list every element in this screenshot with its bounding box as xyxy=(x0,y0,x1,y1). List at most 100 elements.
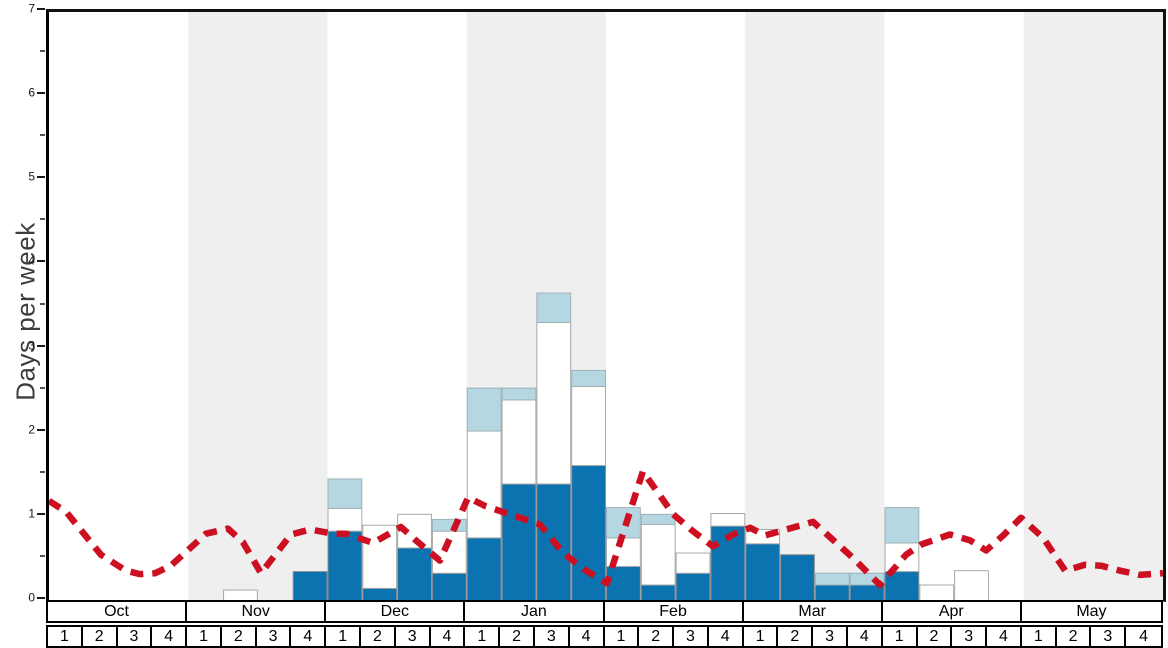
y-major-tick xyxy=(37,92,45,95)
bar-segment xyxy=(814,572,850,586)
bar-segment xyxy=(362,524,398,589)
y-minor-tick xyxy=(40,554,45,557)
month-band xyxy=(1023,12,1163,601)
month-cell-nov: Nov xyxy=(187,602,327,621)
bar-segment xyxy=(292,571,328,601)
bar-segment xyxy=(814,584,850,601)
month-band xyxy=(745,12,885,601)
bar-segment xyxy=(327,478,363,509)
y-tick-label: 6 xyxy=(28,85,35,100)
week-cell-may-2: 2 xyxy=(1057,627,1092,646)
bar-segment xyxy=(745,543,781,601)
plot-area xyxy=(46,9,1166,602)
week-cell-apr-1: 1 xyxy=(883,627,918,646)
bar-segment xyxy=(675,552,711,574)
y-major-tick xyxy=(37,344,45,347)
y-axis-ticks: 0 1 2 3 4 5 6 7 xyxy=(0,1,46,604)
week-cell-dec-3: 3 xyxy=(396,627,431,646)
bar-segment xyxy=(675,572,711,601)
bar-segment xyxy=(640,513,676,525)
week-cell-oct-4: 4 xyxy=(152,627,188,646)
bar-segment xyxy=(954,570,989,601)
week-cell-dec-4: 4 xyxy=(431,627,466,646)
bar-segment xyxy=(466,387,502,432)
bar-segment xyxy=(640,584,676,601)
y-tick-label: 5 xyxy=(28,169,35,184)
week-cell-mar-1: 1 xyxy=(744,627,779,646)
bar-segment xyxy=(536,321,572,485)
y-tick-label: 0 xyxy=(28,590,35,605)
week-cell-dec-1: 1 xyxy=(326,627,362,646)
week-cell-feb-3: 3 xyxy=(674,627,709,646)
week-cell-nov-3: 3 xyxy=(257,627,292,646)
bar-segment xyxy=(466,430,502,539)
month-cell-jan: Jan xyxy=(465,602,605,621)
y-minor-tick xyxy=(40,470,45,473)
bar-segment xyxy=(327,507,363,532)
bar-segment xyxy=(640,523,676,586)
month-cell-may: May xyxy=(1076,602,1107,620)
y-tick-label: 2 xyxy=(28,422,35,437)
week-cell-mar-2: 2 xyxy=(778,627,814,646)
bar-segment xyxy=(431,530,467,574)
y-major-tick xyxy=(37,176,45,179)
month-cell-feb: Feb xyxy=(605,602,744,621)
week-cell-nov-2: 2 xyxy=(222,627,257,646)
week-cell-apr-4: 4 xyxy=(987,627,1022,646)
week-cell-oct-1: 1 xyxy=(48,627,83,646)
week-cell-nov-1: 1 xyxy=(187,627,222,646)
bar-segment xyxy=(501,387,537,401)
week-cell-jan-3: 3 xyxy=(535,627,570,646)
week-cell-apr-3: 3 xyxy=(952,627,988,646)
forecast-line xyxy=(49,468,1163,589)
bar-segment xyxy=(431,572,467,601)
bar-segment xyxy=(536,292,572,323)
bar-segment xyxy=(884,571,920,601)
y-minor-tick xyxy=(40,386,45,389)
week-cell-feb-2: 2 xyxy=(639,627,675,646)
plot-svg xyxy=(49,12,1163,601)
y-tick-label: 1 xyxy=(28,506,35,521)
week-cell-jan-4: 4 xyxy=(570,627,605,646)
week-cell-oct-2: 2 xyxy=(83,627,118,646)
month-cell-dec: Dec xyxy=(326,602,466,621)
bar-segment xyxy=(571,385,606,467)
bar-segment xyxy=(571,465,606,601)
y-minor-tick xyxy=(40,134,45,137)
bar-segment xyxy=(501,399,537,485)
y-major-tick xyxy=(37,428,45,431)
month-band xyxy=(188,12,328,601)
y-minor-tick xyxy=(40,218,45,221)
week-cell-jan-2: 2 xyxy=(500,627,535,646)
y-major-tick xyxy=(37,597,45,599)
month-cell-mar: Mar xyxy=(744,602,883,621)
week-cell-apr-2: 2 xyxy=(918,627,953,646)
bar-segment xyxy=(606,566,641,601)
bar-segment xyxy=(919,584,955,601)
week-cell-feb-4: 4 xyxy=(709,627,744,646)
week-cell-may-1: 1 xyxy=(1022,627,1057,646)
bar-segment xyxy=(780,554,815,601)
month-cell-apr: Apr xyxy=(883,602,1022,621)
bar-segment xyxy=(884,507,920,544)
bar-segment xyxy=(710,512,746,527)
week-cell-oct-3: 3 xyxy=(118,627,153,646)
bar-segment xyxy=(849,572,885,586)
week-cell-may-3: 3 xyxy=(1091,627,1127,646)
week-cell-feb-1: 1 xyxy=(605,627,640,646)
y-major-tick xyxy=(37,260,45,263)
week-cell-mar-3: 3 xyxy=(813,627,848,646)
y-tick-label: 7 xyxy=(28,1,35,16)
week-cell-may-4: 4 xyxy=(1139,627,1149,645)
month-row: Oct Nov Dec Jan Feb Mar Apr May xyxy=(46,600,1163,623)
bar-segment xyxy=(571,369,606,387)
bar-segment xyxy=(327,530,363,601)
y-minor-tick xyxy=(40,302,45,305)
week-cell-dec-2: 2 xyxy=(361,627,396,646)
y-major-tick xyxy=(37,512,45,515)
y-major-tick xyxy=(37,8,45,10)
bar-segment xyxy=(466,537,502,601)
bar-segment xyxy=(431,518,467,532)
